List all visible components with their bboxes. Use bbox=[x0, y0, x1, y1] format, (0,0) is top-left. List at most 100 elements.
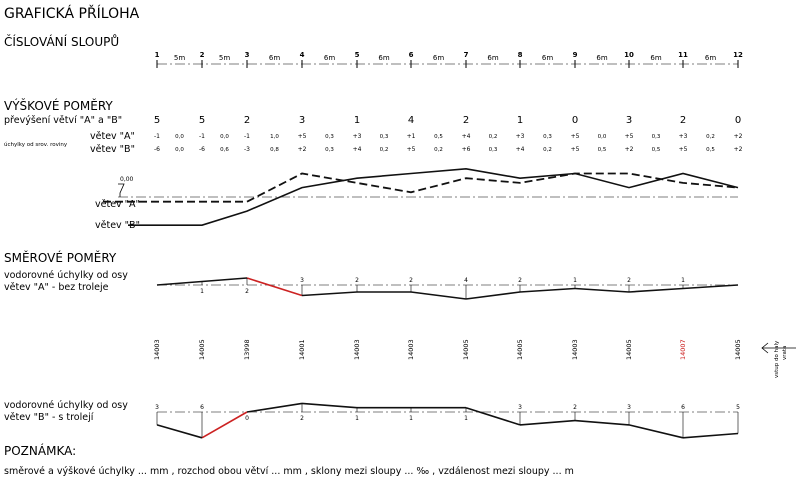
span-length-label: 6m bbox=[705, 54, 716, 62]
prevyseni-value: 5 bbox=[199, 115, 205, 126]
deviation-b-label: 3 bbox=[518, 404, 522, 411]
deviation-a-segment bbox=[301, 291, 358, 297]
deviation-a-segment bbox=[465, 291, 521, 300]
deviation-a-label: 4 bbox=[464, 277, 468, 284]
vetev-b-slope-value: 0,5 bbox=[652, 147, 661, 153]
vetev-b-height-value: +5 bbox=[407, 146, 416, 153]
gauge-value-highlight: 14007 bbox=[679, 339, 687, 360]
vetev-a-height-value: +3 bbox=[353, 133, 362, 140]
deviation-b-label: 5 bbox=[736, 404, 740, 411]
gauge-value: 14005 bbox=[516, 339, 524, 360]
vetev-a-height-line bbox=[103, 172, 739, 203]
gauge-value: 14003 bbox=[571, 339, 579, 360]
deviation-a-segment-highlight bbox=[246, 277, 303, 297]
vetev-a-height-value: +2 bbox=[734, 133, 743, 140]
prevyseni-value: 5 bbox=[154, 115, 160, 126]
deviation-b-label: 6 bbox=[200, 404, 204, 411]
gauge-value: 14005 bbox=[198, 339, 206, 360]
prevyseni-value: 4 bbox=[408, 115, 414, 126]
label-vodorovne-b-2: větev "B" - s trolejí bbox=[4, 412, 94, 423]
deviation-a-segment bbox=[410, 291, 467, 300]
column-number: 11 bbox=[678, 51, 688, 59]
vetev-a-slope-value: 0,0 bbox=[220, 134, 229, 140]
column-number: 7 bbox=[464, 51, 469, 59]
column-number: 1 bbox=[155, 51, 160, 59]
deviation-a-segment bbox=[682, 284, 739, 290]
vetev-b-slope-value: 0,5 bbox=[598, 147, 607, 153]
deviation-b-segment bbox=[682, 432, 739, 439]
label-prevyseni: převýšení větví "A" a "B" bbox=[4, 115, 122, 126]
vetev-b-height-value: +2 bbox=[298, 146, 307, 153]
label-row-vetev-a: větev "A" bbox=[90, 131, 135, 142]
label-uchylky-srov: úchylky od srov. roviny bbox=[4, 141, 68, 148]
column-number: 5 bbox=[355, 51, 360, 59]
label-vodorovne-a-1: vodorovné úchylky od osy bbox=[4, 270, 128, 281]
prevyseni-value: 2 bbox=[244, 115, 250, 126]
vetev-a-slope-value: 0,3 bbox=[380, 134, 389, 140]
deviation-a-label: 1 bbox=[200, 288, 204, 295]
vetev-b-slope-value: 0,6 bbox=[220, 147, 229, 153]
vetev-b-height-value: -6 bbox=[154, 146, 160, 153]
label-vodorovne-a-2: větev "A" - bez troleje bbox=[4, 282, 109, 293]
vetev-a-height-value: +1 bbox=[407, 133, 416, 140]
column-number: 3 bbox=[245, 51, 250, 59]
vetev-b-height-line bbox=[128, 167, 739, 226]
section-vyskove: VÝŠKOVÉ POMĚRY bbox=[4, 98, 113, 113]
deviation-b-label: 3 bbox=[627, 404, 631, 411]
span-length-label: 6m bbox=[487, 54, 498, 62]
vetev-a-height-value: +4 bbox=[462, 133, 471, 140]
span-length-label: 6m bbox=[596, 54, 607, 62]
deviation-a-segment bbox=[628, 287, 684, 293]
vetev-b-height-value: -3 bbox=[244, 146, 250, 153]
vetev-a-height-value: +5 bbox=[298, 133, 307, 140]
gauge-value: 14003 bbox=[353, 339, 361, 360]
deviation-b-segment bbox=[246, 402, 303, 413]
vetev-a-height-value: +3 bbox=[516, 133, 525, 140]
prevyseni-value: 1 bbox=[354, 115, 360, 126]
deviation-b-label: 2 bbox=[573, 404, 577, 411]
entrance-arrow-icon bbox=[761, 342, 796, 354]
vetev-a-slope-value: 0,5 bbox=[434, 134, 443, 140]
gauge-value: 14003 bbox=[153, 339, 161, 360]
deviation-b-label: 1 bbox=[355, 415, 359, 422]
vetev-a-height-value: +5 bbox=[571, 133, 580, 140]
deviation-b-segment bbox=[519, 419, 576, 426]
vetev-b-slope-value: 0,3 bbox=[489, 147, 498, 153]
vetev-b-height-value: +4 bbox=[353, 146, 362, 153]
span-length-label: 6m bbox=[378, 54, 389, 62]
section-poznamka: POZNÁMKA: bbox=[4, 443, 76, 458]
vetev-a-height-value: +3 bbox=[679, 133, 688, 140]
deviation-a-label: 2 bbox=[627, 277, 631, 284]
vetev-a-height-value: -1 bbox=[199, 133, 205, 140]
vetev-b-height-value: +4 bbox=[516, 146, 525, 153]
prevyseni-value: 0 bbox=[572, 115, 578, 126]
vetev-a-slope-value: 0,3 bbox=[325, 134, 334, 140]
vetev-a-slope-value: 0,0 bbox=[598, 134, 607, 140]
vetev-b-height-value: +6 bbox=[462, 146, 471, 153]
deviation-b-label: 1 bbox=[464, 415, 468, 422]
section-smerove: SMĚROVÉ POMĚRY bbox=[4, 250, 117, 265]
deviation-a-segment bbox=[201, 277, 248, 283]
deviation-b-segment bbox=[465, 406, 521, 426]
column-number: 10 bbox=[624, 51, 634, 59]
gauge-value: 14005 bbox=[625, 339, 633, 360]
vetev-b-height-value: +2 bbox=[625, 146, 634, 153]
deviation-b-label: 3 bbox=[155, 404, 159, 411]
prevyseni-value: 0 bbox=[735, 115, 741, 126]
deviation-a-label: 1 bbox=[681, 277, 685, 284]
vetev-a-slope-value: 0,2 bbox=[706, 134, 715, 140]
deviation-b-segment bbox=[574, 419, 630, 426]
vetev-b-height-value: +5 bbox=[679, 146, 688, 153]
column-number: 12 bbox=[733, 51, 743, 59]
deviation-a-label: 2 bbox=[518, 277, 522, 284]
vetev-b-slope-value: 0,0 bbox=[175, 147, 184, 153]
gauge-value: 14005 bbox=[462, 339, 470, 360]
prevyseni-value: 1 bbox=[517, 115, 523, 126]
deviation-a-label: 2 bbox=[355, 277, 359, 284]
column-number: 9 bbox=[573, 51, 578, 59]
span-length-label: 5m bbox=[219, 54, 230, 62]
deviation-a-label: 2 bbox=[409, 277, 413, 284]
vetev-b-height-value: +2 bbox=[734, 146, 743, 153]
span-length-label: 6m bbox=[269, 54, 280, 62]
